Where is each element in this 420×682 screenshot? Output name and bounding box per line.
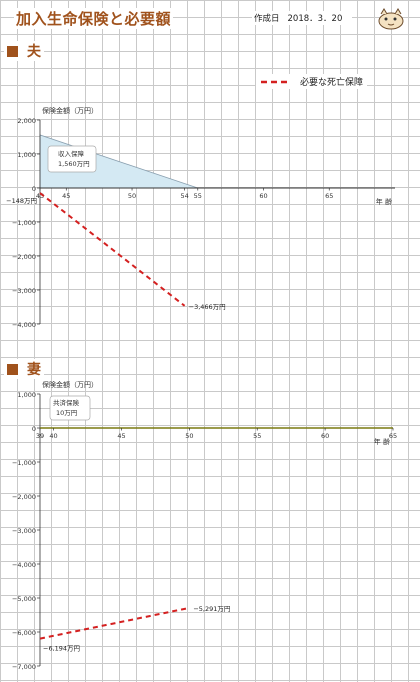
x-axis-label: 年 齢 xyxy=(374,437,390,446)
section-heading-wife: 妻 xyxy=(4,359,44,379)
x-tick-label: 45 xyxy=(62,192,70,200)
y-tick-label: −4,000 xyxy=(12,561,36,569)
series-end-label: −3,466万円 xyxy=(189,303,226,311)
chart-legend: 必要な死亡保障 xyxy=(256,74,368,89)
date-stamp: 作成日 2018．3．20 xyxy=(252,11,353,25)
income-protection-callout xyxy=(47,145,97,173)
mascot-icon xyxy=(378,8,404,30)
y-tick-label: −3,000 xyxy=(12,527,36,535)
date-value: 2018．3．20 xyxy=(287,14,343,24)
y-tick-label: 1,000 xyxy=(17,391,36,399)
x-tick-label: 60 xyxy=(321,432,329,440)
callout-value: 1,560万円 xyxy=(58,160,90,168)
callout-label: 収入保障 xyxy=(58,149,85,158)
x-tick-label: 55 xyxy=(194,192,202,200)
y-axis-label: 保険金額（万円） xyxy=(42,106,98,115)
section-marker xyxy=(7,364,18,375)
date-label: 作成日 xyxy=(254,14,280,24)
y-tick-label: −1,000 xyxy=(12,459,36,467)
legend-dashed-line xyxy=(261,80,291,83)
x-tick-label: 50 xyxy=(128,192,136,200)
section-heading-husband: 夫 xyxy=(4,41,44,61)
y-tick-label: −3,000 xyxy=(12,287,36,295)
x-tick-label: 40 xyxy=(49,432,57,440)
y-tick-label: 0 xyxy=(32,425,36,433)
y-tick-label: −2,000 xyxy=(12,493,36,501)
y-tick-label: −4,000 xyxy=(12,321,36,329)
y-tick-label: −2,000 xyxy=(12,253,36,261)
husband-chart: 保険金額（万円） 2,000 1,000 0 −1,000 −2,000 −3,000 −4,… xyxy=(6,106,395,329)
x-tick-label: 45 xyxy=(117,432,125,440)
y-tick-label: −7,000 xyxy=(12,663,36,671)
required-coverage-line xyxy=(39,192,186,307)
x-tick-label: 54 xyxy=(180,192,188,200)
x-tick-label: 55 xyxy=(253,432,261,440)
required-coverage-line xyxy=(39,606,190,640)
x-axis-label: 年 齢 xyxy=(376,197,392,206)
x-tick-label: 39 xyxy=(36,432,44,440)
x-tick-label: 50 xyxy=(185,432,193,440)
x-tick-label: 65 xyxy=(325,192,333,200)
x-tick-label: 65 xyxy=(389,432,397,440)
x-tick-label: 60 xyxy=(259,192,267,200)
mutual-insurance-callout xyxy=(49,395,91,421)
y-tick-label: 2,000 xyxy=(17,117,36,125)
page-title: 加入生命保険と必要額 xyxy=(14,8,174,29)
x-tick-label: 43 xyxy=(36,192,44,200)
y-axis-label: 保険金額（万円） xyxy=(42,380,98,389)
callout-value: 10万円 xyxy=(56,409,77,417)
section-marker xyxy=(7,46,18,57)
y-tick-label: −1,000 xyxy=(12,219,36,227)
y-tick-label: 0 xyxy=(32,185,36,193)
series-start-label: −6,194万円 xyxy=(43,645,80,653)
series-end-label: −5,291万円 xyxy=(193,605,230,613)
callout-label: 共済保険 xyxy=(53,398,80,407)
y-tick-label: −6,000 xyxy=(12,629,36,637)
y-tick-label: −5,000 xyxy=(12,595,36,603)
legend-label: 必要な死亡保障 xyxy=(300,78,364,88)
y-tick-label: 1,000 xyxy=(17,151,36,159)
wife-chart: 保険金額（万円） 1,000 0 −1,000 −2,000 −3,000 −4,000 −5… xyxy=(12,380,397,671)
series-start-label: −148万円 xyxy=(6,197,37,205)
